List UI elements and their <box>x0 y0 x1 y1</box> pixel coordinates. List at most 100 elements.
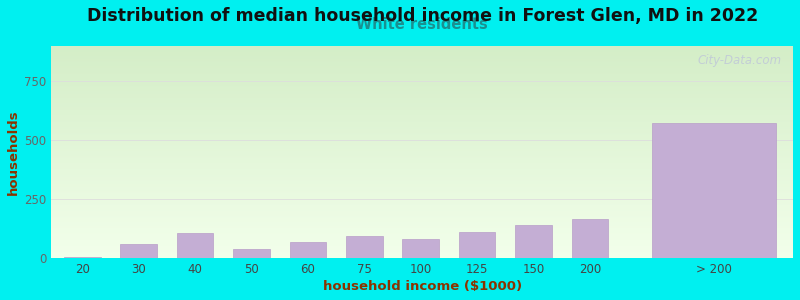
Bar <box>51 146 793 147</box>
Bar <box>51 160 793 161</box>
Bar <box>51 65 793 66</box>
Bar <box>51 100 793 101</box>
Bar <box>51 155 793 156</box>
Bar <box>51 177 793 178</box>
Bar <box>51 117 793 118</box>
Bar <box>51 92 793 93</box>
Bar <box>51 125 793 126</box>
Bar <box>64 257 101 258</box>
Bar <box>51 244 793 245</box>
Bar <box>51 172 793 173</box>
Bar <box>51 59 793 60</box>
Bar <box>51 52 793 53</box>
Bar <box>51 80 793 81</box>
Bar <box>51 174 793 175</box>
Bar <box>51 108 793 109</box>
Bar <box>51 128 793 129</box>
Bar <box>51 159 793 160</box>
Bar <box>51 71 793 72</box>
Bar <box>51 126 793 127</box>
Bar <box>51 197 793 198</box>
Bar <box>51 47 793 48</box>
Bar <box>51 68 793 69</box>
Bar <box>402 239 439 258</box>
Bar <box>51 119 793 120</box>
Bar <box>51 115 793 116</box>
Bar <box>51 81 793 82</box>
Bar <box>51 86 793 87</box>
Bar <box>51 124 793 125</box>
Bar <box>51 212 793 213</box>
X-axis label: household income ($1000): household income ($1000) <box>322 280 522 293</box>
Bar <box>51 233 793 234</box>
Bar <box>51 154 793 155</box>
Bar <box>51 87 793 88</box>
Bar <box>51 242 793 243</box>
Bar <box>51 195 793 196</box>
Bar <box>51 150 793 151</box>
Bar <box>51 134 793 135</box>
Bar <box>572 219 608 258</box>
Bar <box>51 214 793 215</box>
Bar <box>51 123 793 124</box>
Bar <box>51 110 793 111</box>
Bar <box>51 168 793 169</box>
Bar <box>51 209 793 210</box>
Bar <box>51 136 793 137</box>
Bar <box>51 98 793 99</box>
Bar <box>51 255 793 256</box>
Bar <box>51 72 793 73</box>
Bar <box>51 183 793 184</box>
Bar <box>51 180 793 181</box>
Bar <box>51 256 793 257</box>
Bar <box>51 201 793 202</box>
Bar <box>51 153 793 154</box>
Bar <box>51 157 793 158</box>
Bar <box>51 97 793 98</box>
Bar <box>51 205 793 206</box>
Y-axis label: households: households <box>7 109 20 195</box>
Bar <box>51 121 793 122</box>
Bar <box>290 242 326 258</box>
Bar <box>51 57 793 58</box>
Bar <box>51 226 793 227</box>
Bar <box>652 122 776 258</box>
Bar <box>51 196 793 197</box>
Bar <box>51 56 793 57</box>
Bar <box>51 220 793 221</box>
Bar <box>51 204 793 205</box>
Bar <box>51 103 793 104</box>
Bar <box>51 217 793 218</box>
Bar <box>51 188 793 189</box>
Bar <box>51 253 793 254</box>
Bar <box>51 182 793 183</box>
Bar <box>51 208 793 209</box>
Bar <box>51 203 793 204</box>
Bar <box>51 210 793 211</box>
Bar <box>51 60 793 61</box>
Bar <box>51 51 793 52</box>
Bar <box>51 173 793 174</box>
Bar <box>51 190 793 191</box>
Bar <box>51 137 793 138</box>
Bar <box>515 225 552 258</box>
Bar <box>51 251 793 252</box>
Bar <box>51 200 793 201</box>
Bar <box>51 77 793 78</box>
Bar <box>51 191 793 192</box>
Bar <box>51 164 793 165</box>
Bar <box>51 93 793 94</box>
Bar <box>51 101 793 102</box>
Bar <box>51 163 793 164</box>
Bar <box>51 250 793 251</box>
Bar <box>51 219 793 220</box>
Bar <box>51 144 793 145</box>
Bar <box>51 143 793 144</box>
Bar <box>51 135 793 136</box>
Bar <box>233 249 270 258</box>
Bar <box>51 249 793 250</box>
Bar <box>51 106 793 107</box>
Bar <box>51 176 793 177</box>
Bar <box>51 162 793 163</box>
Bar <box>51 198 793 199</box>
